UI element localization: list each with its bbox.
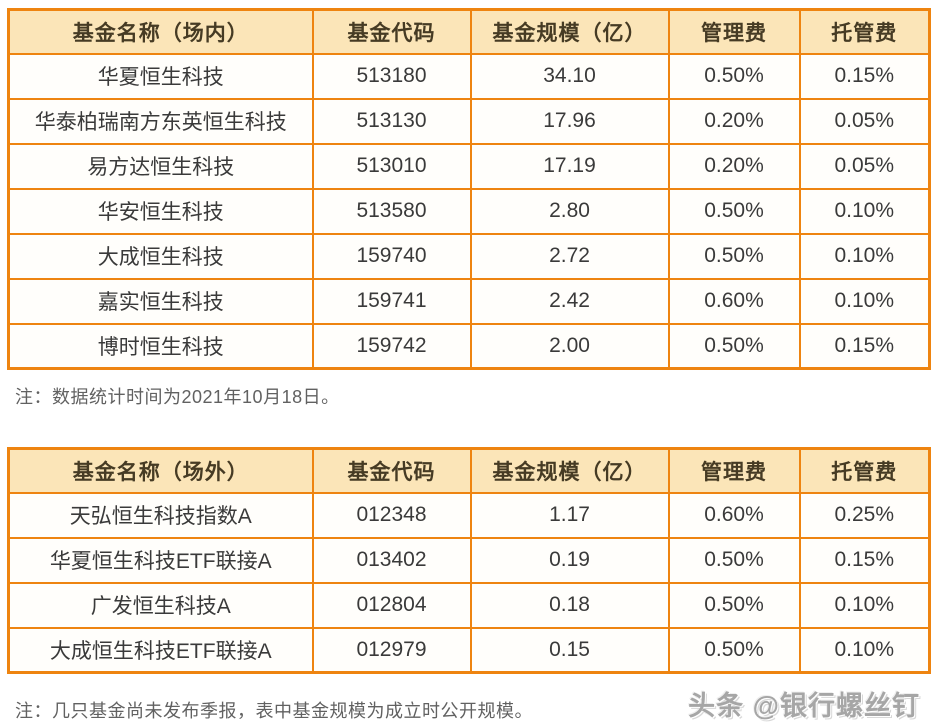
table-row: 华泰柏瑞南方东英恒生科技 513130 17.96 0.20% 0.05% <box>7 97 931 145</box>
fund-code-cell: 159741 <box>311 277 472 325</box>
custody-fee-cell: 0.10% <box>798 581 931 629</box>
table-row: 华夏恒生科技 513180 34.10 0.50% 0.15% <box>7 52 931 100</box>
custody-fee-cell: 0.05% <box>798 142 931 190</box>
spacer <box>7 409 928 447</box>
fund-name-header: 基金名称（场内） <box>7 8 314 55</box>
fund-name-cell: 广发恒生科技A <box>7 581 314 629</box>
custody-fee-cell: 0.10% <box>798 626 931 674</box>
management-fee-header: 管理费 <box>667 8 801 55</box>
table-row: 华安恒生科技 513580 2.80 0.50% 0.10% <box>7 187 931 235</box>
management-fee-cell: 0.50% <box>667 52 801 100</box>
fund-code-cell: 513130 <box>311 97 472 145</box>
header-row: 基金名称（场外） 基金代码 基金规模（亿） 管理费 托管费 <box>7 447 931 494</box>
footer-row: 注：几只基金尚未发布季报，表中基金规模为成立时公开规模。 头条 @银行螺丝钉 <box>7 684 928 723</box>
fund-code-cell: 012804 <box>311 581 472 629</box>
fund-size-cell: 2.80 <box>469 187 670 235</box>
table-row: 天弘恒生科技指数A 012348 1.17 0.60% 0.25% <box>7 491 931 539</box>
custody-fee-cell: 0.15% <box>798 52 931 100</box>
offshore-table-note: 注：几只基金尚未发布季报，表中基金规模为成立时公开规模。 <box>15 701 533 721</box>
custody-fee-cell: 0.10% <box>798 232 931 280</box>
fund-name-cell: 华安恒生科技 <box>7 187 314 235</box>
fund-code-cell: 513580 <box>311 187 472 235</box>
fund-name-cell: 天弘恒生科技指数A <box>7 491 314 539</box>
management-fee-cell: 0.50% <box>667 536 801 584</box>
fund-size-cell: 2.42 <box>469 277 670 325</box>
management-fee-cell: 0.20% <box>667 97 801 145</box>
management-fee-cell: 0.50% <box>667 232 801 280</box>
fund-code-cell: 013402 <box>311 536 472 584</box>
fund-size-cell: 17.19 <box>469 142 670 190</box>
management-fee-cell: 0.20% <box>667 142 801 190</box>
fund-name-cell: 博时恒生科技 <box>7 322 314 370</box>
fund-code-cell: 012979 <box>311 626 472 674</box>
custody-fee-cell: 0.05% <box>798 97 931 145</box>
fund-name-cell: 华泰柏瑞南方东英恒生科技 <box>7 97 314 145</box>
management-fee-cell: 0.50% <box>667 322 801 370</box>
table-row: 华夏恒生科技ETF联接A 013402 0.19 0.50% 0.15% <box>7 536 931 584</box>
fund-code-header: 基金代码 <box>311 8 472 55</box>
fund-name-cell: 易方达恒生科技 <box>7 142 314 190</box>
management-fee-cell: 0.60% <box>667 277 801 325</box>
onshore-table-body: 华夏恒生科技 513180 34.10 0.50% 0.15% 华泰柏瑞南方东英恒生科技 5… <box>7 52 931 370</box>
custody-fee-header: 托管费 <box>798 8 931 55</box>
management-fee-cell: 0.50% <box>667 187 801 235</box>
fund-code-header: 基金代码 <box>311 447 472 494</box>
management-fee-header: 管理费 <box>667 447 801 494</box>
fund-size-cell: 2.00 <box>469 322 670 370</box>
onshore-table-header: 基金名称（场内） 基金代码 基金规模（亿） 管理费 托管费 <box>7 8 931 55</box>
table-row: 嘉实恒生科技 159741 2.42 0.60% 0.10% <box>7 277 931 325</box>
fund-size-cell: 1.17 <box>469 491 670 539</box>
fund-code-cell: 012348 <box>311 491 472 539</box>
onshore-table-note: 注：数据统计时间为2021年10月18日。 <box>15 387 340 407</box>
management-fee-cell: 0.50% <box>667 581 801 629</box>
custody-fee-cell: 0.15% <box>798 322 931 370</box>
offshore-fund-table: 基金名称（场外） 基金代码 基金规模（亿） 管理费 托管费 天弘恒生科技指数A 01234… <box>7 447 931 674</box>
fund-size-header: 基金规模（亿） <box>469 447 670 494</box>
fund-name-cell: 华夏恒生科技 <box>7 52 314 100</box>
table-row: 广发恒生科技A 012804 0.18 0.50% 0.10% <box>7 581 931 629</box>
fund-size-cell: 17.96 <box>469 97 670 145</box>
table-row: 易方达恒生科技 513010 17.19 0.20% 0.05% <box>7 142 931 190</box>
custody-fee-cell: 0.10% <box>798 277 931 325</box>
management-fee-cell: 0.50% <box>667 626 801 674</box>
onshore-fund-table: 基金名称（场内） 基金代码 基金规模（亿） 管理费 托管费 华夏恒生科技 513180 34… <box>7 8 931 370</box>
fund-name-cell: 华夏恒生科技ETF联接A <box>7 536 314 584</box>
custody-fee-header: 托管费 <box>798 447 931 494</box>
table-row: 大成恒生科技ETF联接A 012979 0.15 0.50% 0.10% <box>7 626 931 674</box>
custody-fee-cell: 0.10% <box>798 187 931 235</box>
custody-fee-cell: 0.15% <box>798 536 931 584</box>
fund-size-cell: 0.19 <box>469 536 670 584</box>
management-fee-cell: 0.60% <box>667 491 801 539</box>
fund-code-cell: 513180 <box>311 52 472 100</box>
table-row: 博时恒生科技 159742 2.00 0.50% 0.15% <box>7 322 931 370</box>
fund-size-cell: 2.72 <box>469 232 670 280</box>
fund-code-cell: 513010 <box>311 142 472 190</box>
fund-name-cell: 嘉实恒生科技 <box>7 277 314 325</box>
fund-size-cell: 0.15 <box>469 626 670 674</box>
fund-size-cell: 0.18 <box>469 581 670 629</box>
header-row: 基金名称（场内） 基金代码 基金规模（亿） 管理费 托管费 <box>7 8 931 55</box>
watermark-toutiao-author: 头条 @银行螺丝钉 <box>688 691 920 721</box>
offshore-table-header: 基金名称（场外） 基金代码 基金规模（亿） 管理费 托管费 <box>7 447 931 494</box>
fund-size-cell: 34.10 <box>469 52 670 100</box>
fund-code-cell: 159740 <box>311 232 472 280</box>
table-row: 大成恒生科技 159740 2.72 0.50% 0.10% <box>7 232 931 280</box>
fund-code-cell: 159742 <box>311 322 472 370</box>
fund-name-header: 基金名称（场外） <box>7 447 314 494</box>
custody-fee-cell: 0.25% <box>798 491 931 539</box>
fund-name-cell: 大成恒生科技ETF联接A <box>7 626 314 674</box>
fund-size-header: 基金规模（亿） <box>469 8 670 55</box>
offshore-table-body: 天弘恒生科技指数A 012348 1.17 0.60% 0.25% 华夏恒生科技ETF联接… <box>7 491 931 674</box>
fund-name-cell: 大成恒生科技 <box>7 232 314 280</box>
